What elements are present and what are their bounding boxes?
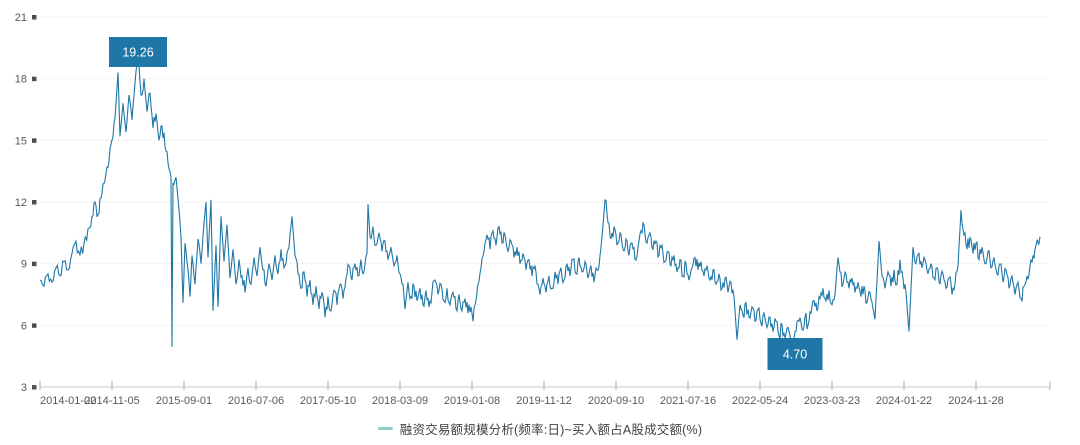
min-callout — [767, 338, 823, 370]
x-axis-label: 2018-03-09 — [372, 395, 428, 407]
legend-item[interactable]: 融资交易额规模分析(频率:日)~买入额占A股成交额(%) — [377, 419, 703, 438]
y-tick-square-icon — [32, 138, 37, 143]
y-tick-square-icon — [32, 261, 37, 267]
y-axis-label: 18 — [15, 74, 27, 86]
x-axis-label: 2014-11-05 — [84, 395, 139, 407]
y-tick-square-icon — [32, 323, 37, 328]
y-tick-square-icon — [32, 200, 37, 205]
y-axis-label: 15 — [15, 135, 27, 147]
legend-line-marker-icon — [377, 427, 393, 430]
x-axis-label: 2023-03-23 — [804, 395, 860, 407]
x-axis-label: 2024-01-22 — [876, 395, 932, 407]
max-callout-label: 19.26 — [122, 46, 153, 60]
legend: 融资交易额规模分析(频率:日)~买入额占A股成交额(%) — [0, 419, 1080, 438]
y-axis-label: 12 — [15, 197, 27, 209]
y-axis-label: 3 — [21, 382, 27, 394]
series-line — [39, 52, 1041, 353]
y-axis-label: 6 — [21, 320, 27, 332]
legend-label: 融资交易额规模分析(频率:日)~买入额占A股成交额(%) — [399, 423, 703, 437]
x-axis-label: 2014-01-02 — [40, 395, 96, 407]
y-axis-label: 21 — [15, 12, 27, 24]
x-axis-label: 2024-11-28 — [948, 395, 1003, 407]
x-axis-label: 2021-07-16 — [660, 395, 716, 407]
x-axis-label: 2019-01-08 — [444, 395, 500, 407]
y-tick-square-icon — [32, 15, 37, 20]
x-axis-label: 2019-11-12 — [516, 395, 571, 407]
min-callout-label: 4.70 — [783, 348, 807, 362]
x-axis-label: 2020-09-10 — [588, 395, 644, 407]
max-callout — [109, 37, 167, 67]
y-axis-label: 9 — [21, 259, 27, 271]
x-axis-label: 2015-09-01 — [156, 395, 212, 407]
y-tick-square-icon — [32, 385, 37, 390]
x-axis-label: 2017-05-10 — [300, 395, 356, 407]
x-axis-label: 2022-05-24 — [732, 395, 788, 407]
y-tick-square-icon — [32, 76, 37, 82]
x-axis-label: 2016-07-06 — [228, 395, 284, 407]
